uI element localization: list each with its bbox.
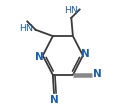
Text: HN: HN (19, 24, 33, 33)
Text: N: N (35, 52, 44, 62)
Text: HN: HN (64, 6, 78, 15)
Text: N: N (93, 69, 102, 79)
Text: N: N (81, 49, 89, 59)
Text: N: N (50, 95, 59, 105)
